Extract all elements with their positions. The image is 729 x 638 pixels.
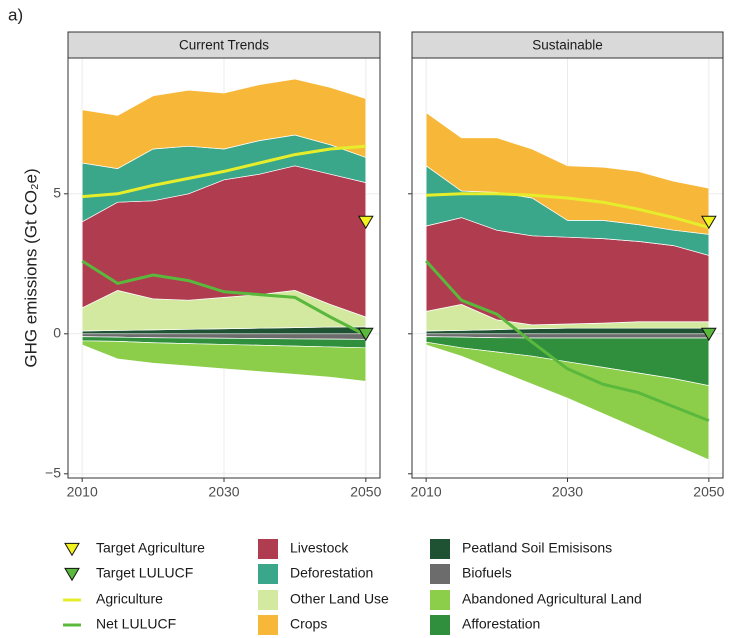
legend-label: Crops [290, 616, 327, 632]
legend-label: Target LULUCF [96, 565, 193, 581]
x-tick-label: 2030 [208, 484, 239, 500]
x-tick-label: 2050 [693, 484, 724, 500]
target-marker [357, 327, 374, 342]
panel-label: a) [8, 5, 23, 24]
facet-strip [67, 31, 381, 59]
legend-label: Agriculture [96, 591, 163, 607]
facet-title: Sustainable [532, 38, 603, 53]
legend-key [64, 542, 80, 557]
legend-key [64, 567, 80, 582]
target-marker [357, 215, 374, 230]
area-4 [81, 78, 367, 169]
legend-label: Peatland Soil Emisisons [462, 540, 612, 556]
target-marker [700, 327, 717, 342]
legend-label: Abandoned Agricultural Land [462, 591, 642, 607]
legend-label: Net LULUCF [96, 616, 176, 632]
x-tick-label: 2050 [350, 484, 381, 500]
y-tick-label: 5 [53, 185, 61, 201]
legend-key [258, 615, 278, 635]
legend-key [430, 615, 450, 635]
y-axis-label: GHG emissions (Gt CO₂e) [21, 168, 40, 367]
x-tick-label: 2030 [552, 484, 583, 500]
legend-key [258, 564, 278, 584]
area-7 [425, 341, 710, 461]
legend-label: Biofuels [462, 565, 512, 581]
legend-key [430, 564, 450, 584]
x-tick-label: 2010 [411, 484, 442, 500]
legend-key [258, 539, 278, 559]
legend-label: Afforestation [462, 616, 540, 632]
legend-label: Deforestation [290, 565, 373, 581]
legend-key [430, 590, 450, 610]
legend-label: Livestock [290, 540, 349, 556]
panel-border [411, 57, 724, 479]
target-marker [700, 215, 717, 230]
facet-title: Current Trends [179, 38, 269, 53]
line-0 [426, 192, 710, 229]
line-1 [425, 259, 710, 422]
legend-label: Target Agriculture [96, 540, 205, 556]
line-0 [82, 144, 366, 199]
legend-label: Other Land Use [290, 591, 389, 607]
x-tick-label: 2010 [67, 484, 98, 500]
panel-border [67, 57, 381, 479]
legend-key [258, 590, 278, 610]
facet-strip [411, 31, 724, 59]
area-7 [81, 340, 367, 382]
y-tick-label: −5 [45, 465, 61, 481]
y-tick-label: 0 [53, 325, 61, 341]
line-1 [81, 259, 367, 337]
legend-key [430, 539, 450, 559]
